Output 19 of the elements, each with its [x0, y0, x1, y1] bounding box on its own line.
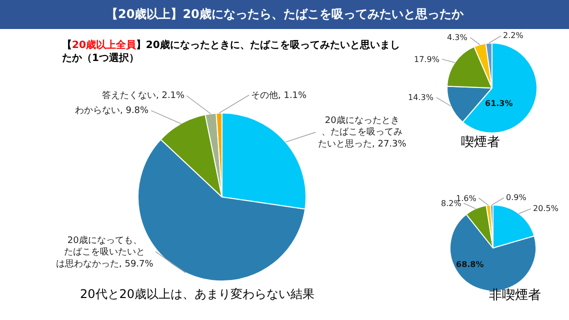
data-label: 0.9% [506, 193, 527, 202]
slice-label: その他, 1.1% [251, 90, 308, 101]
slice-label: わからない, 9.8% [75, 106, 150, 116]
slice-label: 答えたくない, 2.1% [102, 90, 186, 101]
chart-subtitle: 【20歳以上全員】20歳になったときに、たばこを吸ってみたいと思いましたか（1つ選択） [62, 39, 400, 64]
data-label: 14.3% [408, 93, 434, 102]
text: 20代と20歳以上は、あまり変わらない結果 [80, 287, 315, 301]
text: 非喫煙者 [489, 288, 541, 303]
data-label: 61.3% [485, 99, 513, 108]
slice-label: 20歳になっても、たばこを吸いたいとは思わなかった, 59.7% [56, 235, 154, 270]
data-label: 20.5% [533, 204, 559, 213]
data-label: 4.3% [447, 33, 468, 42]
data-label: 8.2% [441, 199, 462, 208]
data-label: 2.2% [503, 31, 524, 40]
chart-title: 【20歳以上】20歳になったら、たばこを吸ってみたいと思ったか [106, 7, 464, 21]
data-label: 68.8% [456, 260, 484, 269]
data-label: 17.9% [414, 55, 440, 64]
text: 喫煙者 [461, 135, 500, 150]
slice-label: 20歳になったとき、たばこを吸ってみたいと思った, 27.3% [318, 115, 407, 150]
